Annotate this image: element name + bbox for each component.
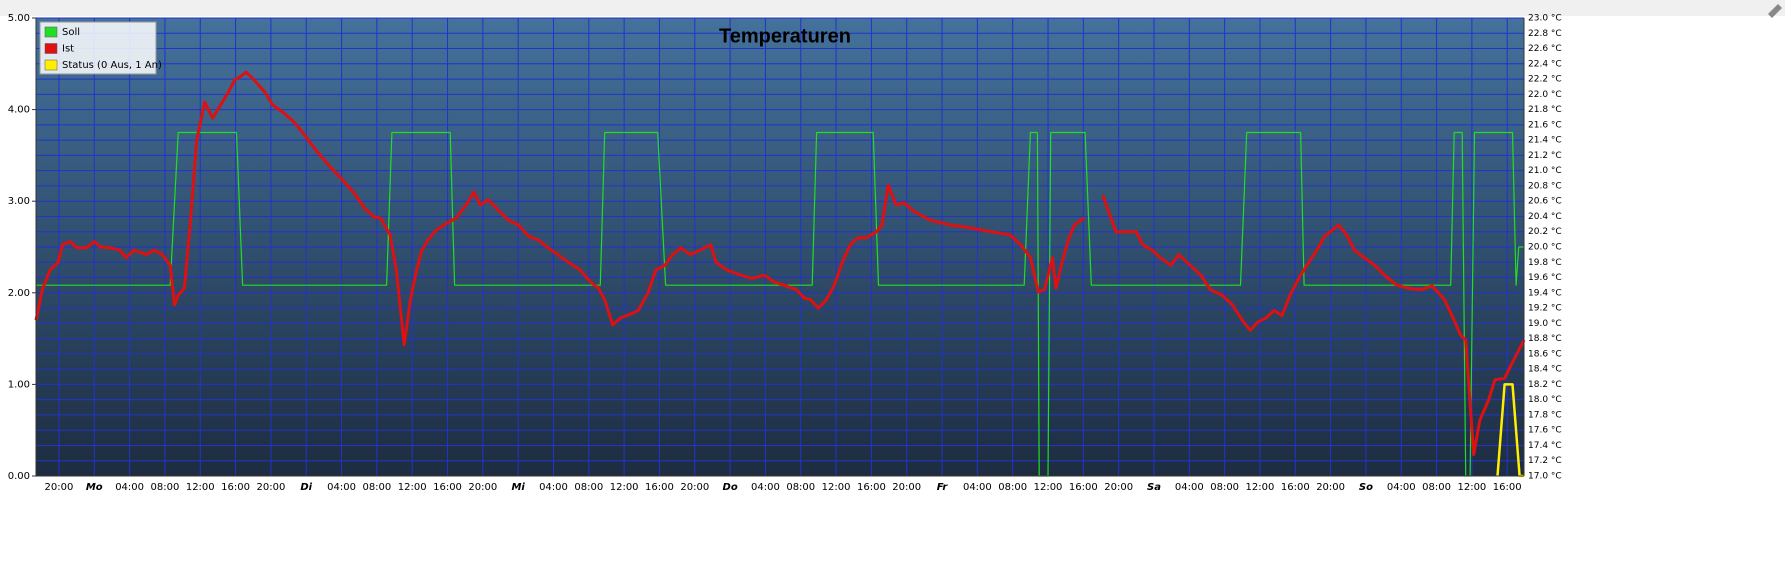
y-tick-label: 0.00 <box>8 471 30 482</box>
x-tick-label: 16:00 <box>857 482 886 493</box>
x-tick-label: 08:00 <box>1422 482 1451 493</box>
legend-label: Ist <box>62 44 74 55</box>
x-tick-label: 08:00 <box>362 482 391 493</box>
y2-tick-label: 22.4 °C <box>1528 59 1562 69</box>
x-tick-label: 04:00 <box>963 482 992 493</box>
chart-title: Temperaturen <box>719 25 851 47</box>
y2-tick-label: 18.2 °C <box>1528 380 1562 390</box>
x-tick-label: Do <box>723 482 738 493</box>
y2-tick-label: 21.4 °C <box>1528 136 1562 146</box>
x-tick-label: 20:00 <box>892 482 921 493</box>
x-tick-label: 12:00 <box>1246 482 1275 493</box>
x-tick-label: 04:00 <box>751 482 780 493</box>
x-tick-label: 20:00 <box>468 482 497 493</box>
legend-swatch <box>44 43 58 54</box>
edit-icon[interactable] <box>1768 4 1782 18</box>
x-tick-label: 08:00 <box>151 482 180 493</box>
y2-tick-label: 20.8 °C <box>1528 181 1562 191</box>
x-tick-label: Fr <box>937 482 949 493</box>
x-tick-label: 12:00 <box>186 482 215 493</box>
y2-tick-label: 22.2 °C <box>1528 75 1562 85</box>
y2-tick-label: 17.4 °C <box>1528 441 1562 451</box>
y2-tick-label: 20.2 °C <box>1528 227 1562 237</box>
y-tick-label: 3.00 <box>8 196 30 207</box>
grid <box>36 17 1524 477</box>
x-tick-label: 08:00 <box>1210 482 1239 493</box>
y2-tick-label: 20.6 °C <box>1528 197 1562 207</box>
y-tick-label: 1.00 <box>8 379 30 390</box>
y2-tick-label: 18.4 °C <box>1528 365 1562 375</box>
x-tick-label: 20:00 <box>680 482 709 493</box>
y2-tick-label: 22.0 °C <box>1528 90 1562 100</box>
y2-tick-label: 17.8 °C <box>1528 410 1562 420</box>
y-tick-label: 5.00 <box>8 13 30 24</box>
y2-tick-label: 21.6 °C <box>1528 120 1562 130</box>
y2-tick-label: 21.2 °C <box>1528 151 1562 161</box>
x-tick-label: 04:00 <box>1175 482 1204 493</box>
y2-tick-label: 19.8 °C <box>1528 258 1562 268</box>
y2-tick-label: 17.6 °C <box>1528 426 1562 436</box>
legend: Soll Ist Status (0 Aus, 1 An) <box>39 21 162 75</box>
y2-tick-label: 19.6 °C <box>1528 273 1562 283</box>
x-tick-label: 16:00 <box>1493 482 1522 493</box>
x-tick-label: 12:00 <box>822 482 851 493</box>
legend-box <box>39 21 157 75</box>
y2-tick-label: 18.6 °C <box>1528 349 1562 359</box>
y2-tick-label: 17.2 °C <box>1528 456 1562 466</box>
x-tick-label: 04:00 <box>539 482 568 493</box>
x-tick-label: 16:00 <box>1281 482 1310 493</box>
y2-tick-label: 19.0 °C <box>1528 319 1562 329</box>
top-bar <box>0 0 1785 16</box>
y2-tick-label: 20.0 °C <box>1528 243 1562 253</box>
x-tick-label: 08:00 <box>574 482 603 493</box>
x-tick-label: 20:00 <box>256 482 285 493</box>
legend-swatch <box>44 26 58 38</box>
y2-tick-label: 19.4 °C <box>1528 288 1562 298</box>
x-tick-label: 04:00 <box>115 482 144 493</box>
axes: 17.0 °C 17.2 °C 17.4 °C 17.6 °C 17.8 °C 18.0 … <box>8 13 1562 493</box>
legend-label: Soll <box>62 27 80 38</box>
x-tick-label: So <box>1359 482 1373 493</box>
series-line <box>36 131 1524 477</box>
x-tick-label: 12:00 <box>398 482 427 493</box>
x-tick-label: 08:00 <box>786 482 815 493</box>
x-tick-label: 16:00 <box>645 482 674 493</box>
y-tick-label: 2.00 <box>8 288 30 299</box>
y2-tick-label: 22.6 °C <box>1528 44 1562 54</box>
x-tick-label: 16:00 <box>1069 482 1098 493</box>
y2-tick-label: 20.4 °C <box>1528 212 1562 222</box>
x-tick-label: 04:00 <box>1387 482 1416 493</box>
series-line <box>34 70 1526 457</box>
x-tick-label: 16:00 <box>433 482 462 493</box>
lines <box>34 70 1526 478</box>
y2-tick-label: 18.0 °C <box>1528 395 1562 405</box>
x-tick-label: 12:00 <box>1034 482 1063 493</box>
legend-label: Status (0 Aus, 1 An) <box>62 60 162 71</box>
x-tick-label: 20:00 <box>1316 482 1345 493</box>
y2-tick-label: 18.8 °C <box>1528 334 1562 344</box>
y2-tick-label: 19.2 °C <box>1528 304 1562 314</box>
y2-tick-label: 22.8 °C <box>1528 29 1562 39</box>
x-tick-label: 20:00 <box>1104 482 1133 493</box>
x-tick-label: Sa <box>1147 482 1161 493</box>
legend-swatch <box>44 59 58 71</box>
x-tick-label: 08:00 <box>998 482 1027 493</box>
y2-tick-label: 21.8 °C <box>1528 105 1562 115</box>
y2-tick-label: 17.0 °C <box>1528 472 1562 482</box>
x-tick-label: 20:00 <box>45 482 74 493</box>
y2-tick-label: 23.0 °C <box>1528 14 1562 24</box>
x-tick-label: 12:00 <box>1457 482 1486 493</box>
x-tick-label: Mi <box>511 482 525 493</box>
x-tick-label: 12:00 <box>610 482 639 493</box>
y2-tick-label: 21.0 °C <box>1528 166 1562 176</box>
x-tick-label: 16:00 <box>221 482 250 493</box>
x-tick-label: 04:00 <box>327 482 356 493</box>
x-tick-label: Mo <box>86 482 103 493</box>
y-tick-label: 4.00 <box>8 105 30 116</box>
x-tick-label: Di <box>300 482 312 493</box>
